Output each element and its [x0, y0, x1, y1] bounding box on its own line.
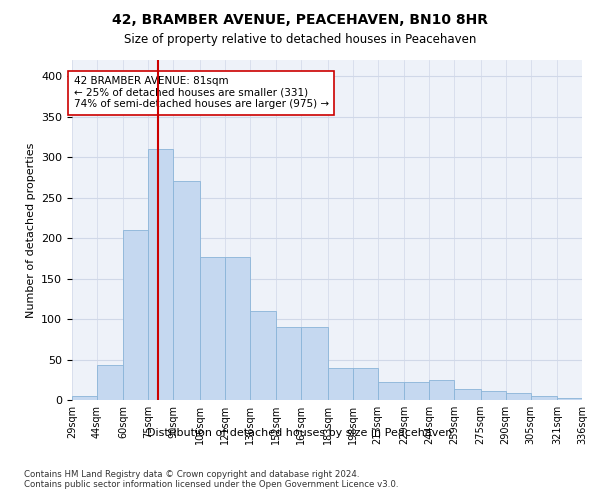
Bar — [506, 392, 530, 400]
Bar — [124, 230, 148, 400]
Text: Contains HM Land Registry data © Crown copyright and database right 2024.
Contai: Contains HM Land Registry data © Crown c… — [24, 470, 398, 490]
Bar — [377, 382, 404, 400]
Bar — [225, 256, 250, 400]
Bar — [72, 396, 97, 400]
Bar — [328, 368, 353, 400]
Bar — [454, 388, 481, 400]
Bar — [353, 368, 377, 400]
Bar — [200, 256, 225, 400]
Bar — [530, 396, 557, 400]
Bar — [173, 182, 200, 400]
Bar — [301, 327, 328, 400]
Bar — [97, 365, 124, 400]
Bar — [404, 382, 429, 400]
Bar — [429, 380, 454, 400]
Text: Size of property relative to detached houses in Peacehaven: Size of property relative to detached ho… — [124, 32, 476, 46]
Bar — [557, 398, 582, 400]
Text: 42 BRAMBER AVENUE: 81sqm
← 25% of detached houses are smaller (331)
74% of semi-: 42 BRAMBER AVENUE: 81sqm ← 25% of detach… — [74, 76, 329, 110]
Bar — [250, 311, 277, 400]
Text: Distribution of detached houses by size in Peacehaven: Distribution of detached houses by size … — [148, 428, 452, 438]
Y-axis label: Number of detached properties: Number of detached properties — [26, 142, 35, 318]
Text: 42, BRAMBER AVENUE, PEACEHAVEN, BN10 8HR: 42, BRAMBER AVENUE, PEACEHAVEN, BN10 8HR — [112, 12, 488, 26]
Bar — [148, 149, 173, 400]
Bar — [481, 391, 506, 400]
Bar — [277, 327, 301, 400]
